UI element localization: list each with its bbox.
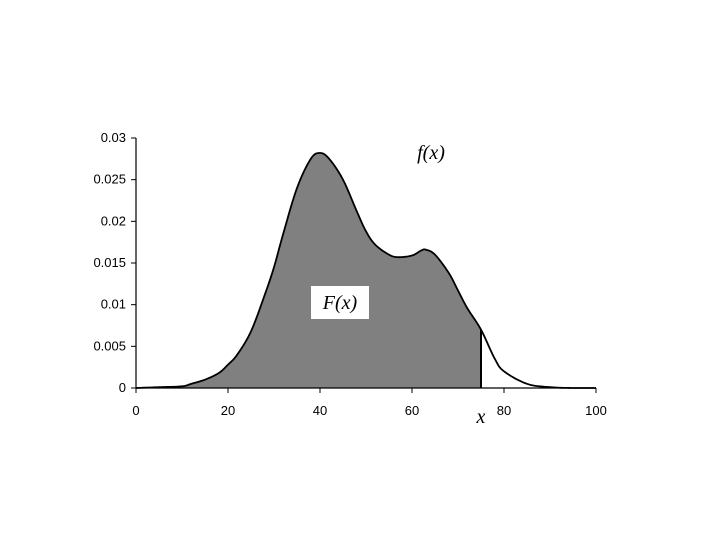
- y-tick-label: 0: [119, 380, 126, 395]
- x-tick-label: 0: [132, 403, 139, 418]
- labels-layer: F(x) f(x) x: [311, 142, 486, 428]
- area-label-background: [311, 286, 369, 319]
- y-tick-label: 0.03: [101, 130, 126, 145]
- curve-label: f(x): [417, 142, 445, 164]
- y-tick-label: 0.01: [101, 297, 126, 312]
- x-axis-label: x: [476, 406, 486, 428]
- x-tick-label: 40: [313, 403, 327, 418]
- density-curve: [135, 152, 596, 389]
- x-tick-label: 80: [497, 403, 511, 418]
- y-tick-label: 0.025: [93, 172, 126, 187]
- ticks-layer: 0 0.005 0.01 0.015 0.02 0.025 0.03 0 20 40 60 80 100: [93, 130, 606, 418]
- shaded-area-layer: [136, 153, 482, 388]
- x-tick-label: 60: [405, 403, 419, 418]
- x-tick-label: 100: [585, 403, 607, 418]
- y-tick-label: 0.02: [101, 213, 126, 228]
- curve-layer: [135, 152, 596, 389]
- y-tick-label: 0.015: [93, 255, 126, 270]
- x-tick-label: 20: [221, 403, 235, 418]
- area-label: F(x): [322, 292, 358, 314]
- shaded-area: [136, 153, 481, 388]
- y-tick-label: 0.005: [93, 338, 126, 353]
